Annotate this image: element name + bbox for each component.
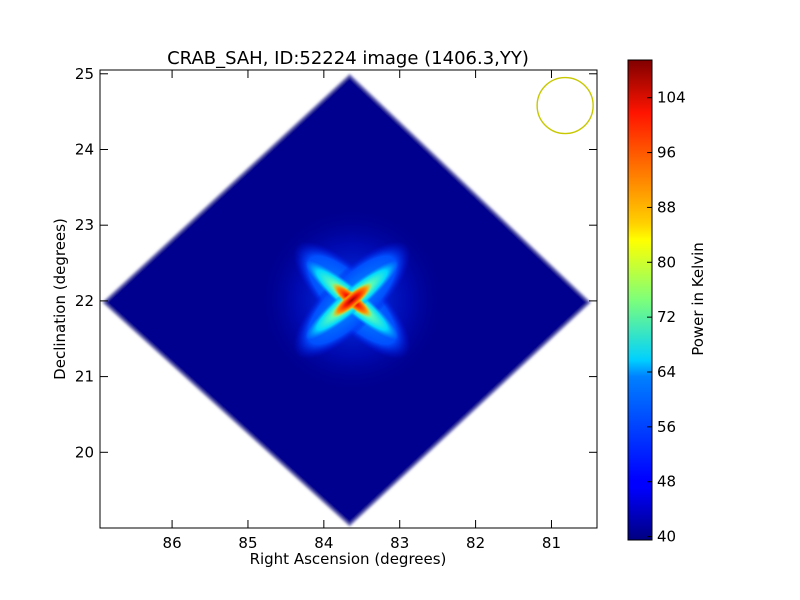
x-axis-ticks: 86 85 84 83 82 81 bbox=[163, 70, 561, 552]
y-axis-label: Declination (degrees) bbox=[51, 218, 69, 380]
colorbar-ticks: 40 48 56 64 72 80 88 96 104 bbox=[647, 89, 686, 546]
colorbar-tick-label: 56 bbox=[657, 418, 676, 436]
colorbar-label: Power in Kelvin bbox=[689, 242, 707, 356]
colorbar-tick-label: 72 bbox=[657, 308, 676, 326]
colorbar-tick-label: 88 bbox=[657, 198, 676, 216]
y-tick-label: 22 bbox=[75, 292, 94, 310]
y-tick-label: 25 bbox=[75, 65, 94, 83]
y-tick-label: 24 bbox=[75, 140, 94, 158]
colorbar-tick-label: 104 bbox=[657, 89, 686, 107]
colorbar-tick-label: 80 bbox=[657, 253, 676, 271]
colorbar-tick-label: 64 bbox=[657, 363, 676, 381]
plot-frame bbox=[99, 69, 598, 529]
y-tick-label: 23 bbox=[75, 216, 94, 234]
y-tick-label: 20 bbox=[75, 443, 94, 461]
colorbar-tick-label: 40 bbox=[657, 528, 676, 546]
colorbar-frame bbox=[627, 59, 653, 541]
colorbar-tick-label: 96 bbox=[657, 144, 676, 162]
beam-marker bbox=[536, 76, 594, 135]
y-axis-ticks: 20 21 22 23 24 25 bbox=[75, 65, 597, 461]
chart-title: CRAB_SAH, ID:52224 image (1406.3,YY) bbox=[167, 48, 529, 69]
colorbar-tick-label: 48 bbox=[657, 473, 676, 491]
x-tick-label: 84 bbox=[314, 534, 333, 552]
colorbar-gradient bbox=[628, 60, 652, 540]
x-tick-label: 85 bbox=[238, 534, 257, 552]
plot-area bbox=[99, 69, 598, 529]
source-core bbox=[331, 282, 373, 318]
colorbar: 40 48 56 64 72 80 88 96 104 Power in Kelvin bbox=[627, 59, 707, 546]
x-tick-label: 82 bbox=[466, 534, 485, 552]
y-tick-label: 21 bbox=[75, 368, 94, 386]
x-tick-label: 81 bbox=[542, 534, 561, 552]
crab-source-emission bbox=[256, 205, 447, 396]
x-axis-label: Right Ascension (degrees) bbox=[250, 550, 447, 568]
x-tick-label: 83 bbox=[390, 534, 409, 552]
x-tick-label: 86 bbox=[163, 534, 182, 552]
